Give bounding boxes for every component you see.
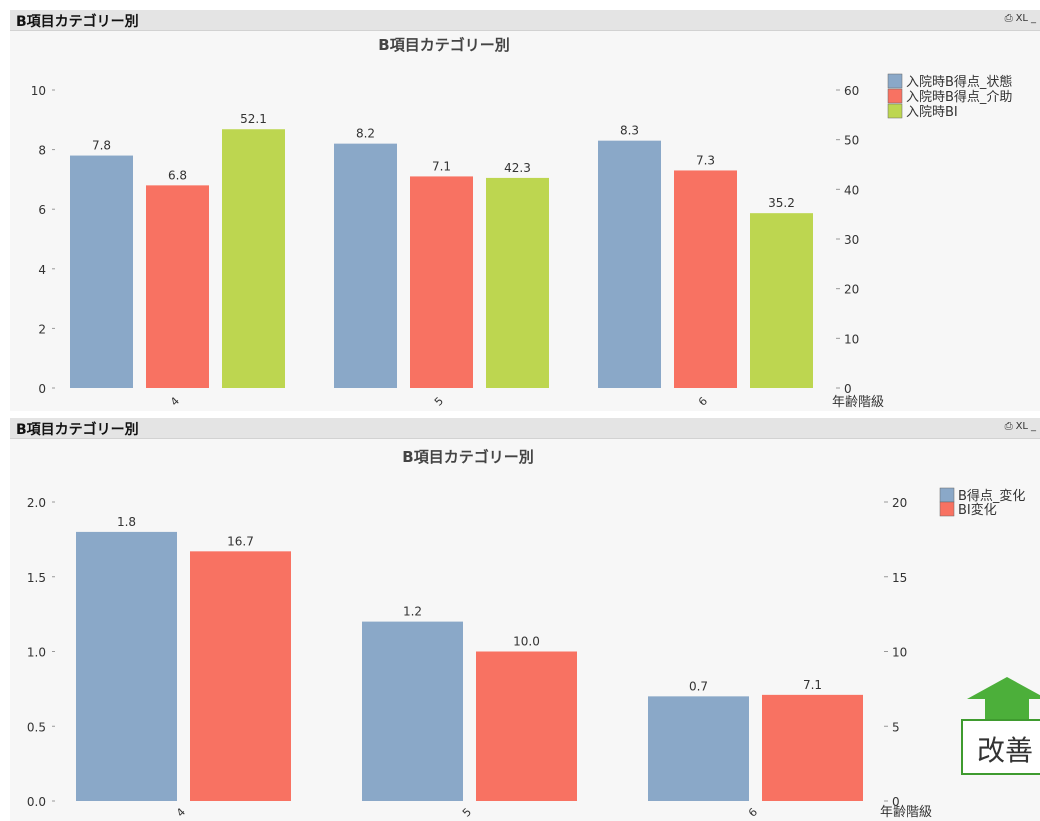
improvement-callout: 改善 <box>961 719 1040 775</box>
print-icon[interactable]: ⎙ <box>1004 13 1013 24</box>
chart-panel-2: B項目カテゴリー別 ⎙ XL _ B項目カテゴリー別 0.0 0.5 1.0 1.5 2.0 0… <box>10 418 1040 821</box>
y-left-tick-label: 2.0 <box>27 496 46 510</box>
bar-value-label: 10.0 <box>513 635 540 649</box>
legend-label: 入院時B得点_介助 <box>906 89 1012 105</box>
panel-caption-title: B項目カテゴリー別 <box>16 14 139 30</box>
y-right-tick-label: 20 <box>892 496 907 510</box>
bar-chart-2: B項目カテゴリー別 0.0 0.5 1.0 1.5 2.0 0 5 10 15 20 1.8 16.7 4… <box>27 448 1026 820</box>
bar-value-label: 0.7 <box>689 679 708 693</box>
y-right-tick-label: 0 <box>844 382 852 396</box>
bar-chart-1: B項目カテゴリー別 0 2 4 6 8 10 0 10 20 30 40 50 60 7.8 6.8 52.1 4… <box>31 36 1013 410</box>
caption-icons: ⎙ XL _ <box>1002 13 1036 24</box>
bar-value-label: 8.2 <box>356 127 375 141</box>
bar <box>476 651 577 801</box>
legend-swatch <box>887 88 903 104</box>
panel-caption-bar: B項目カテゴリー別 ⎙ XL _ <box>10 10 1040 31</box>
xl-export-button[interactable]: XL <box>1015 421 1028 432</box>
x-axis-label: 年齢階級 <box>832 395 884 410</box>
x-tick-label: 4 <box>174 805 188 819</box>
bar <box>334 143 397 388</box>
y-right-tick-label: 10 <box>844 332 859 346</box>
xl-export-button[interactable]: XL <box>1015 13 1028 24</box>
legend-label: B得点_変化 <box>958 488 1025 504</box>
y-left-tick-label: 10 <box>31 84 46 98</box>
bar-value-label: 7.1 <box>432 159 451 173</box>
bar <box>222 129 285 388</box>
print-icon[interactable]: ⎙ <box>1004 421 1013 432</box>
bar <box>146 185 209 388</box>
bar-value-label: 6.8 <box>168 168 187 182</box>
bar <box>598 140 661 388</box>
bar <box>70 155 133 388</box>
minimize-button[interactable]: _ <box>1031 13 1036 24</box>
bar <box>762 694 863 801</box>
x-tick-label: 4 <box>168 394 182 408</box>
x-axis-label: 年齢階級 <box>880 805 932 820</box>
y-left-tick-label: 0 <box>38 382 46 396</box>
y-right-tick-label: 0 <box>892 795 900 809</box>
y-right-tick-label: 50 <box>844 134 859 148</box>
up-arrow-stem <box>985 698 1029 720</box>
y-left-tick-label: 2 <box>38 322 46 336</box>
improvement-label: 改善 <box>977 734 1034 767</box>
y-right-tick-label: 10 <box>892 646 907 660</box>
minimize-button[interactable]: _ <box>1031 421 1036 432</box>
bar-value-label: 52.1 <box>240 112 267 126</box>
y-left-tick-label: 0.5 <box>27 720 46 734</box>
bar <box>76 531 177 801</box>
bar-value-label: 7.1 <box>803 678 822 692</box>
x-tick-label: 5 <box>432 394 446 408</box>
bar <box>410 176 473 388</box>
x-tick-label: 5 <box>460 805 474 819</box>
legend-swatch <box>887 73 903 89</box>
bar <box>750 213 813 388</box>
x-tick-label: 6 <box>696 394 710 408</box>
y-right-tick-label: 15 <box>892 571 907 585</box>
chart-panel-1: B項目カテゴリー別 ⎙ XL _ B項目カテゴリー別 0 2 4 6 8 10 0 10 20 30 40… <box>10 10 1040 411</box>
y-left-tick-label: 0.0 <box>27 795 46 809</box>
bar <box>190 551 291 801</box>
bar <box>486 177 549 388</box>
legend-swatch <box>939 487 955 503</box>
y-right-tick-label: 30 <box>844 233 859 247</box>
bar-value-label: 8.3 <box>620 124 639 138</box>
bar <box>648 696 749 801</box>
bar-value-label: 1.8 <box>117 515 136 529</box>
chart-title: B項目カテゴリー別 <box>378 36 509 54</box>
y-left-tick-label: 6 <box>38 203 46 217</box>
caption-icons: ⎙ XL _ <box>1002 421 1036 432</box>
bar-value-label: 42.3 <box>504 161 531 175</box>
legend-label: BI変化 <box>958 502 997 518</box>
y-right-tick-label: 60 <box>844 84 859 98</box>
panel-caption-bar: B項目カテゴリー別 ⎙ XL _ <box>10 418 1040 439</box>
bar <box>362 621 463 801</box>
legend-swatch <box>887 103 903 119</box>
bar-value-label: 7.8 <box>92 139 111 153</box>
chart-title: B項目カテゴリー別 <box>402 448 533 466</box>
bar-value-label: 7.3 <box>696 153 715 167</box>
panel-caption-title: B項目カテゴリー別 <box>16 422 139 438</box>
legend-label: 入院時BI <box>906 105 958 120</box>
bar-value-label: 35.2 <box>768 196 795 210</box>
y-left-tick-label: 1.0 <box>27 646 46 660</box>
legend-swatch <box>939 501 955 517</box>
x-tick-label: 6 <box>746 805 760 819</box>
bar-value-label: 16.7 <box>227 534 254 548</box>
legend-label: 入院時B得点_状態 <box>906 74 1012 90</box>
y-right-tick-label: 20 <box>844 283 859 297</box>
y-right-tick-label: 40 <box>844 183 859 197</box>
y-left-tick-label: 4 <box>38 263 46 277</box>
y-right-tick-label: 5 <box>892 720 900 734</box>
up-arrow-icon <box>967 677 1040 699</box>
y-left-tick-label: 1.5 <box>27 571 46 585</box>
bar <box>674 170 737 388</box>
y-left-tick-label: 8 <box>38 144 46 158</box>
bar-value-label: 1.2 <box>403 605 422 619</box>
